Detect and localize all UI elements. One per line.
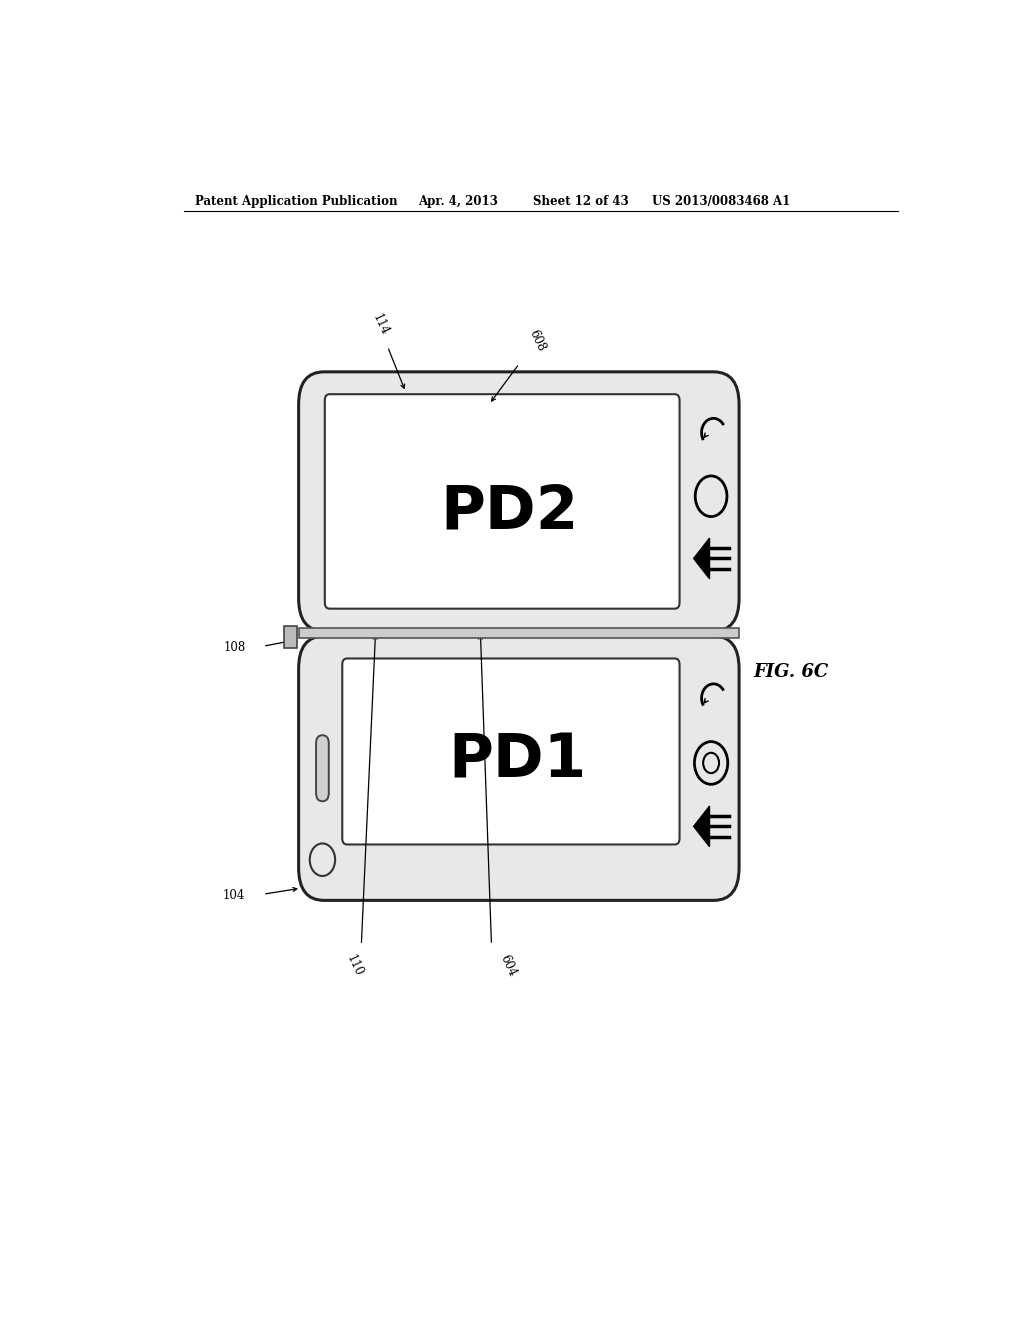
Text: 608: 608 (526, 327, 548, 354)
Text: US 2013/0083468 A1: US 2013/0083468 A1 (652, 194, 791, 207)
Bar (299, 628, 739, 638)
Text: Patent Application Publication: Patent Application Publication (196, 194, 398, 207)
Bar (285, 626, 297, 648)
Text: 110: 110 (344, 953, 365, 979)
FancyBboxPatch shape (316, 735, 329, 801)
Text: 114: 114 (370, 312, 391, 338)
Text: Apr. 4, 2013: Apr. 4, 2013 (418, 194, 498, 207)
Text: 104: 104 (223, 888, 246, 902)
Polygon shape (693, 539, 710, 578)
FancyBboxPatch shape (342, 659, 680, 845)
FancyBboxPatch shape (299, 636, 739, 900)
Text: 604: 604 (498, 953, 519, 979)
Text: FIG. 6C: FIG. 6C (753, 663, 828, 681)
Text: 108: 108 (223, 640, 246, 653)
Text: PD2: PD2 (440, 483, 579, 541)
Text: Sheet 12 of 43: Sheet 12 of 43 (532, 194, 629, 207)
FancyBboxPatch shape (325, 395, 680, 609)
Text: PD1: PD1 (449, 731, 587, 791)
Polygon shape (693, 807, 710, 846)
FancyBboxPatch shape (299, 372, 739, 631)
